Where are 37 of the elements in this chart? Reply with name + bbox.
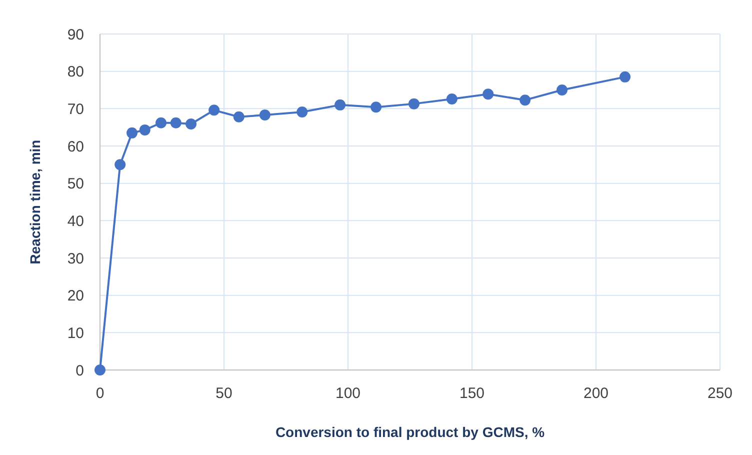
y-axis-title: Reaction time, min xyxy=(27,140,43,264)
point xyxy=(94,364,106,376)
y-tick-label: 60 xyxy=(67,138,84,156)
point xyxy=(139,124,150,136)
point xyxy=(482,88,494,100)
y-tick-label: 80 xyxy=(67,64,84,81)
y-tick-label: 0 xyxy=(76,362,84,380)
point xyxy=(259,110,270,121)
point xyxy=(208,104,220,116)
x-tick-label: 200 xyxy=(583,385,609,402)
point xyxy=(334,99,346,110)
point xyxy=(170,117,182,128)
point xyxy=(233,111,244,122)
y-tick-label: 40 xyxy=(67,212,84,230)
point xyxy=(114,159,126,170)
y-tick-label: 30 xyxy=(67,250,84,268)
point xyxy=(620,71,631,82)
x-tick-label: 50 xyxy=(216,385,232,402)
point xyxy=(520,94,531,106)
x-tick-label: 250 xyxy=(707,385,733,402)
point xyxy=(126,127,138,138)
point xyxy=(186,118,197,130)
point xyxy=(156,117,167,128)
point xyxy=(446,93,458,104)
point xyxy=(370,102,382,113)
x-tick-label: 100 xyxy=(335,385,361,402)
y-tick-label: 10 xyxy=(67,324,84,342)
point xyxy=(408,98,420,110)
x-axis-title: Conversion to final product by GCMS, % xyxy=(275,424,546,440)
y-tick-label: 70 xyxy=(67,100,84,118)
y-tick-label: 50 xyxy=(67,176,84,193)
y-tick-label: 20 xyxy=(67,288,84,305)
point xyxy=(296,106,308,118)
x-tick-label: 0 xyxy=(96,385,104,402)
point xyxy=(556,84,568,96)
y-tick-label: 90 xyxy=(67,26,84,44)
x-tick-label: 150 xyxy=(459,385,485,402)
